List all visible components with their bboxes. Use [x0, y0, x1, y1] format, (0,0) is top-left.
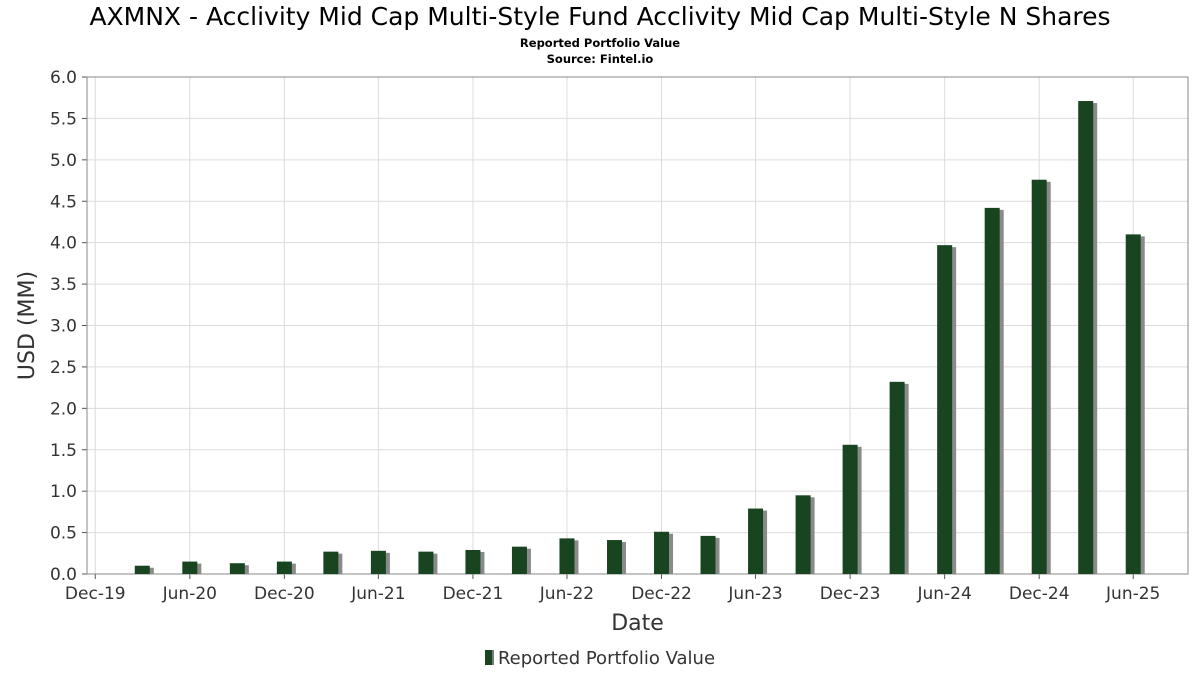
- bar: [700, 535, 716, 574]
- chart-subtitle: Reported Portfolio Value: [519, 36, 681, 50]
- x-tick-label: Dec-21: [443, 584, 504, 604]
- bar: [465, 549, 481, 574]
- y-tick-label: 1.0: [50, 482, 77, 502]
- bar: [654, 531, 670, 574]
- y-tick-label: 4.0: [50, 234, 77, 254]
- y-tick-label: 6.0: [50, 68, 77, 88]
- x-tick-label: Dec-22: [631, 584, 692, 604]
- y-tick-label: 0.5: [50, 524, 77, 544]
- y-tick-label: 2.5: [50, 358, 77, 378]
- plot-border: [86, 76, 1189, 575]
- x-tick-label: Jun-22: [539, 584, 594, 604]
- y-tick-label: 0.0: [50, 565, 77, 585]
- bar: [559, 538, 575, 574]
- y-tick-label: 5.5: [50, 109, 77, 129]
- bar: [182, 561, 198, 574]
- bar: [323, 551, 339, 574]
- y-tick-label: 2.0: [50, 399, 77, 419]
- y-tick-label: 1.5: [50, 441, 77, 461]
- bar: [1078, 101, 1094, 574]
- x-tick-label: Jun-24: [916, 584, 971, 604]
- chart-title: AXMNX - Acclivity Mid Cap Multi-Style Fu…: [89, 2, 1111, 31]
- legend-swatch: [484, 650, 494, 665]
- chart-source: Source: Fintel.io: [546, 52, 654, 66]
- bar: [889, 381, 905, 574]
- bar: [276, 561, 292, 574]
- x-tick-label: Dec-19: [65, 584, 126, 604]
- bar: [1031, 179, 1047, 575]
- x-tick-label: Jun-25: [1105, 584, 1160, 604]
- x-tick-label: Dec-20: [254, 584, 315, 604]
- bar: [134, 565, 150, 574]
- bar: [795, 495, 811, 574]
- x-tick-label: Dec-23: [820, 584, 881, 604]
- bar: [418, 551, 434, 574]
- chart-legend: Reported Portfolio Value: [0, 648, 1200, 669]
- bar: [607, 540, 623, 574]
- legend-label: Reported Portfolio Value: [497, 648, 716, 669]
- bar: [842, 444, 858, 574]
- bar: [511, 546, 527, 574]
- bar: [1125, 234, 1141, 574]
- bar: [937, 245, 953, 574]
- bar: [748, 508, 764, 574]
- x-tick-label: Dec-24: [1009, 584, 1070, 604]
- y-axis-title: USD (MM): [15, 271, 40, 380]
- x-axis-title: Date: [611, 611, 664, 636]
- y-tick-label: 3.5: [50, 275, 77, 295]
- bar: [370, 550, 386, 574]
- x-tick-label: Jun-20: [162, 584, 217, 604]
- y-tick-label: 4.5: [50, 192, 77, 212]
- x-tick-label: Jun-21: [350, 584, 405, 604]
- bar: [984, 207, 1000, 575]
- x-tick-label: Jun-23: [727, 584, 782, 604]
- y-tick-label: 3.0: [50, 317, 77, 337]
- bar: [229, 563, 245, 574]
- y-tick-label: 5.0: [50, 151, 77, 171]
